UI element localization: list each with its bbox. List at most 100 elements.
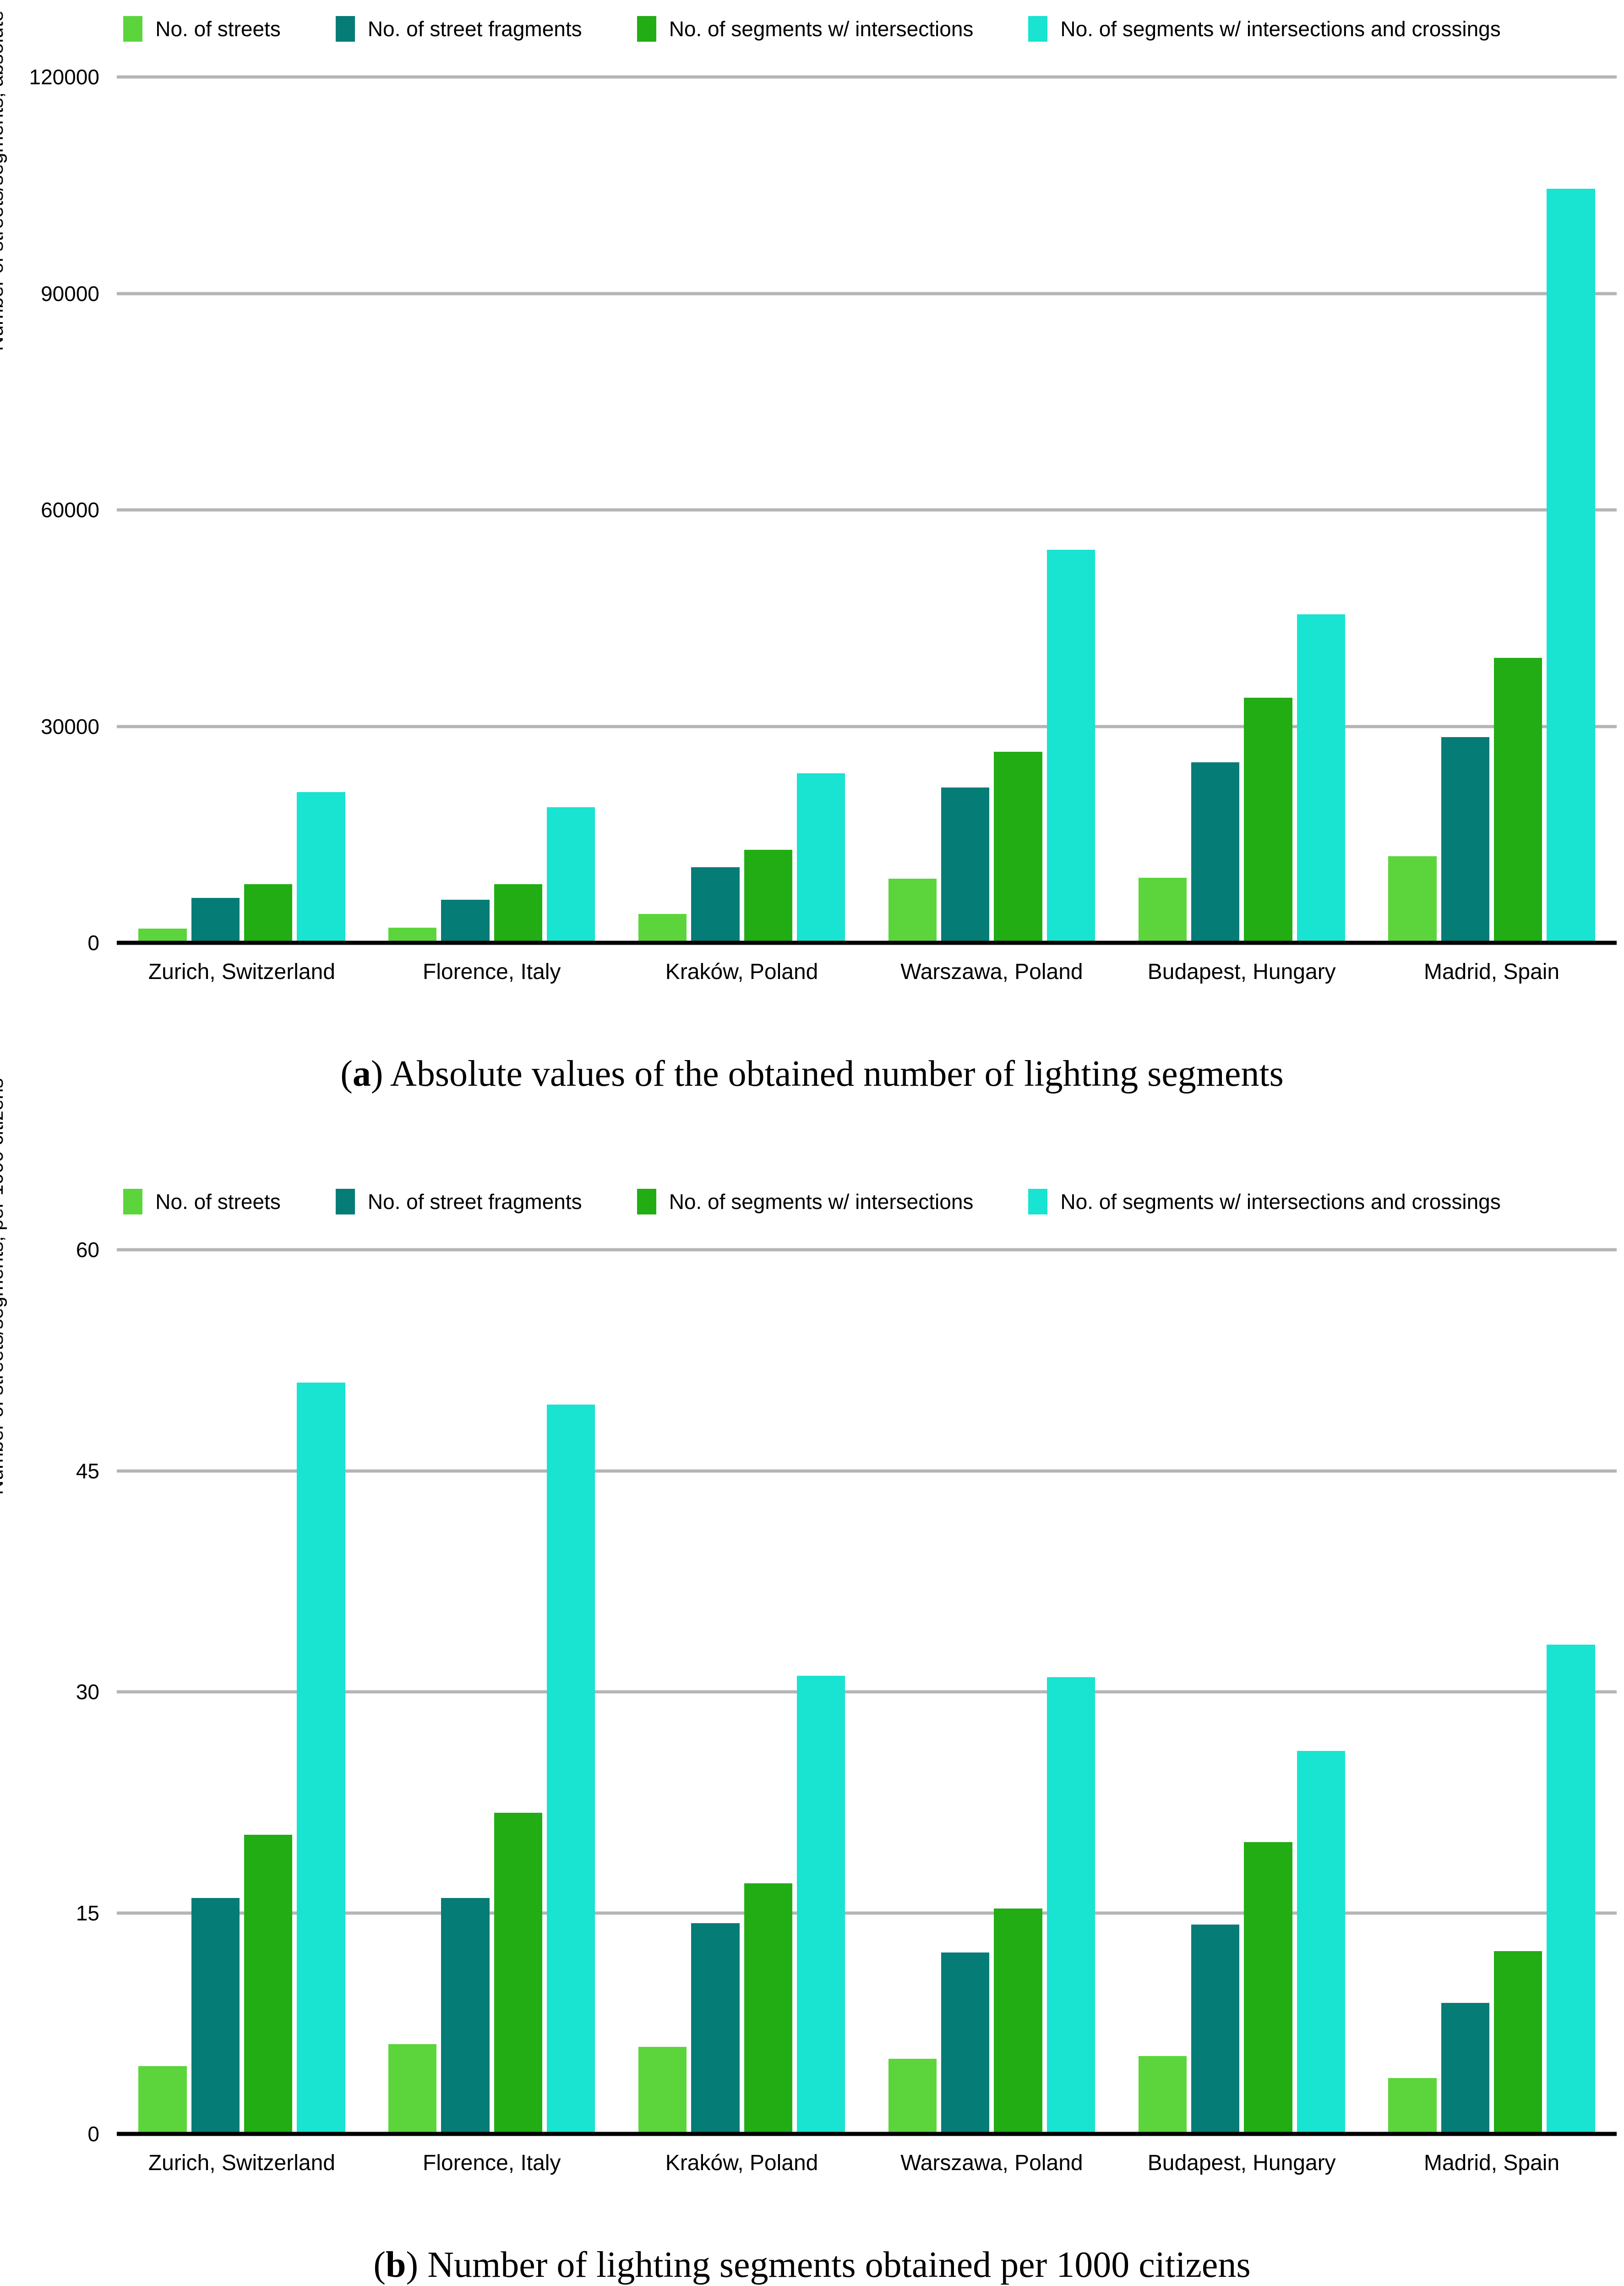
plot-a: 0 30000 60000 90000 120000 — [29, 65, 1617, 955]
bar-intersections-a-6[interactable] — [1494, 657, 1542, 943]
bar-fragments-b-1[interactable] — [191, 1898, 240, 2134]
bar-fragments-b-4[interactable] — [941, 1952, 990, 2134]
x-axis-labels-a: Zurich, Switzerland Florence, Italy Kraków… — [117, 959, 1617, 984]
bar-intersections-a-5[interactable] — [1244, 697, 1292, 943]
legend-swatch-fragments-icon — [335, 1189, 355, 1214]
gridline-a-120000 — [117, 75, 1617, 79]
bar-fragments-b-6[interactable] — [1441, 2002, 1490, 2134]
legend-swatch-intersections-icon — [637, 1189, 656, 1214]
bar-crossings-a-4[interactable] — [1046, 549, 1095, 943]
bar-crossings-a-6[interactable] — [1547, 189, 1595, 943]
bar-intersections-b-6[interactable] — [1494, 1951, 1542, 2134]
gridline-a-90000 — [117, 292, 1617, 295]
legend-swatch-intersections-icon — [637, 16, 656, 42]
x-axis-labels-b: Zurich, Switzerland Florence, Italy Kraków… — [117, 2150, 1617, 2176]
bar-group-a-5 — [1117, 77, 1367, 943]
legend-swatch-crossings-icon — [1028, 16, 1048, 42]
bar-streets-a-6[interactable] — [1388, 856, 1437, 943]
bar-group-a-6 — [1367, 77, 1617, 943]
bar-fragments-a-3[interactable] — [691, 867, 740, 943]
legend-b: No. of streets No. of street fragments No.… — [0, 1173, 1624, 1218]
bar-streets-b-6[interactable] — [1388, 2078, 1437, 2134]
bar-fragments-a-1[interactable] — [191, 898, 240, 943]
bar-intersections-b-5[interactable] — [1244, 1842, 1292, 2134]
bar-streets-b-4[interactable] — [888, 2058, 937, 2134]
x-label-b-1: Zurich, Switzerland — [148, 2151, 335, 2175]
bar-crossings-a-3[interactable] — [796, 773, 845, 943]
y-tick-b-30: 30 — [76, 1680, 99, 1704]
legend-label-streets: No. of streets — [155, 17, 281, 41]
bar-intersections-b-3[interactable] — [744, 1883, 792, 2134]
bar-group-a-1 — [117, 77, 367, 943]
legend-item-crossings: No. of segments w/ intersections and cro… — [1028, 1189, 1501, 1214]
bar-fragments-b-2[interactable] — [441, 1898, 490, 2134]
bar-intersections-a-1[interactable] — [244, 884, 293, 943]
legend-label-crossings: No. of segments w/ intersections and cro… — [1060, 17, 1501, 41]
y-axis-title-a: Number of streets/segments, absolute — [0, 10, 7, 351]
bar-streets-a-1[interactable] — [138, 928, 187, 943]
bar-crossings-b-3[interactable] — [796, 1675, 845, 2134]
bar-fragments-b-5[interactable] — [1191, 1925, 1240, 2134]
legend-label-crossings: No. of segments w/ intersections and cro… — [1060, 1190, 1501, 1214]
bar-fragments-b-3[interactable] — [691, 1923, 740, 2134]
caption-text-a: Absolute values of the obtained number o… — [383, 1054, 1284, 1094]
bar-streets-b-1[interactable] — [138, 2066, 187, 2134]
legend-item-crossings: No. of segments w/ intersections and cro… — [1028, 16, 1501, 42]
bar-intersections-a-4[interactable] — [994, 751, 1042, 943]
x-label-b-5: Budapest, Hungary — [1147, 2151, 1336, 2175]
bar-intersections-a-2[interactable] — [494, 884, 543, 943]
gridline-a-30000 — [117, 725, 1617, 728]
legend-swatch-fragments-icon — [335, 16, 355, 42]
gridline-b-45 — [117, 1469, 1617, 1472]
legend-item-streets: No. of streets — [123, 16, 281, 42]
legend-label-streets: No. of streets — [155, 1190, 281, 1214]
figure-absolute-values: No. of streets No. of street fragments No.… — [0, 0, 1624, 1095]
y-axis-title-b: Number of streets/segments, per 1000 cit… — [0, 1078, 7, 1495]
y-tick-a-90000: 90000 — [41, 281, 99, 306]
legend-label-fragments: No. of street fragments — [367, 17, 582, 41]
legend-label-intersections: No. of segments w/ intersections — [669, 1190, 974, 1214]
caption-text-b: Number of lighting segments obtained per… — [418, 2245, 1251, 2285]
bar-intersections-b-2[interactable] — [494, 1812, 543, 2134]
figure-per-1000-citizens: No. of streets No. of street fragments No.… — [0, 1078, 1624, 2286]
bar-streets-b-2[interactable] — [388, 2044, 437, 2134]
bar-fragments-a-4[interactable] — [941, 788, 990, 943]
bar-fragments-a-5[interactable] — [1191, 762, 1240, 943]
bar-crossings-b-6[interactable] — [1547, 1645, 1595, 2134]
bar-streets-a-5[interactable] — [1138, 878, 1187, 943]
bar-group-b-4 — [866, 1250, 1117, 2134]
bar-crossings-b-2[interactable] — [547, 1404, 595, 2134]
y-tick-a-60000: 60000 — [41, 498, 99, 522]
bar-intersections-a-3[interactable] — [744, 849, 792, 943]
bar-group-b-2 — [367, 1250, 617, 2134]
bar-intersections-b-4[interactable] — [994, 1908, 1042, 2134]
x-label-a-2: Florence, Italy — [423, 960, 561, 984]
bar-streets-a-2[interactable] — [388, 927, 437, 943]
bar-crossings-b-4[interactable] — [1046, 1677, 1095, 2134]
bar-group-a-3 — [617, 77, 867, 943]
bar-fragments-a-2[interactable] — [441, 899, 490, 943]
plot-area-b: 0 15 30 45 60 — [76, 1238, 1617, 2146]
bar-streets-a-4[interactable] — [888, 878, 937, 943]
x-label-a-3: Kraków, Poland — [665, 960, 818, 984]
legend-item-fragments: No. of street fragments — [335, 16, 582, 42]
x-axis-line-b — [117, 2132, 1617, 2136]
legend-item-intersections: No. of segments w/ intersections — [637, 1189, 974, 1214]
bar-streets-a-3[interactable] — [638, 914, 687, 943]
x-axis-line-a — [117, 941, 1617, 945]
legend-a: No. of streets No. of street fragments No.… — [0, 0, 1624, 45]
bar-crossings-a-5[interactable] — [1297, 614, 1345, 943]
bar-streets-b-5[interactable] — [1138, 2056, 1187, 2134]
bar-crossings-b-1[interactable] — [297, 1382, 345, 2134]
bar-crossings-a-2[interactable] — [547, 807, 595, 943]
legend-swatch-streets-icon — [123, 1189, 143, 1214]
bar-crossings-b-5[interactable] — [1297, 1750, 1345, 2134]
y-tick-a-30000: 30000 — [41, 714, 99, 738]
bar-group-b-6 — [1367, 1250, 1617, 2134]
caption-b: (b) Number of lighting segments obtained… — [373, 2245, 1251, 2285]
bar-crossings-a-1[interactable] — [297, 792, 345, 943]
x-label-a-6: Madrid, Spain — [1423, 960, 1560, 984]
bar-intersections-b-1[interactable] — [244, 1835, 293, 2134]
bar-fragments-a-6[interactable] — [1441, 737, 1490, 943]
bar-streets-b-3[interactable] — [638, 2047, 687, 2134]
